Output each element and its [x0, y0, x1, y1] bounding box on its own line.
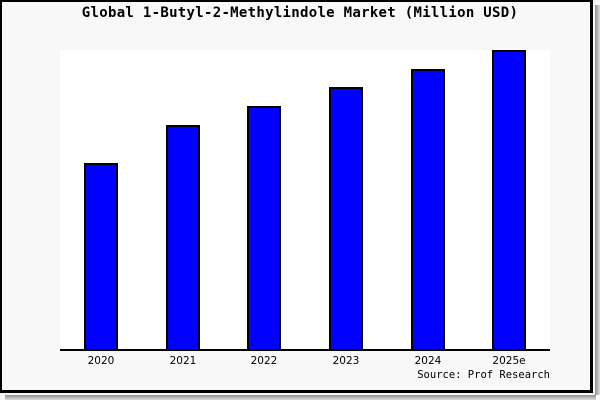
x-tick-label: 2022 [250, 355, 278, 367]
x-tick-label: 2020 [87, 355, 115, 367]
plot-area [60, 50, 550, 351]
x-tick-label: 2023 [332, 355, 360, 367]
bar-2022 [247, 106, 281, 351]
bar-2020 [84, 163, 118, 351]
bar-2024 [411, 69, 445, 351]
chart-title: Global 1-Butyl-2-Methylindole Market (Mi… [81, 5, 519, 21]
x-tick-label: 2021 [169, 355, 197, 367]
bar-2023 [329, 87, 363, 351]
frame-shadow-bottom [5, 395, 596, 400]
x-tick-label: 2024 [414, 355, 442, 367]
x-tick-label: 2025e [492, 355, 526, 367]
x-axis [60, 349, 550, 351]
bar-2025e [492, 50, 526, 351]
source-caption: Source: Prof Research [417, 369, 550, 381]
bar-2021 [166, 125, 200, 351]
frame-shadow-right [595, 5, 600, 395]
